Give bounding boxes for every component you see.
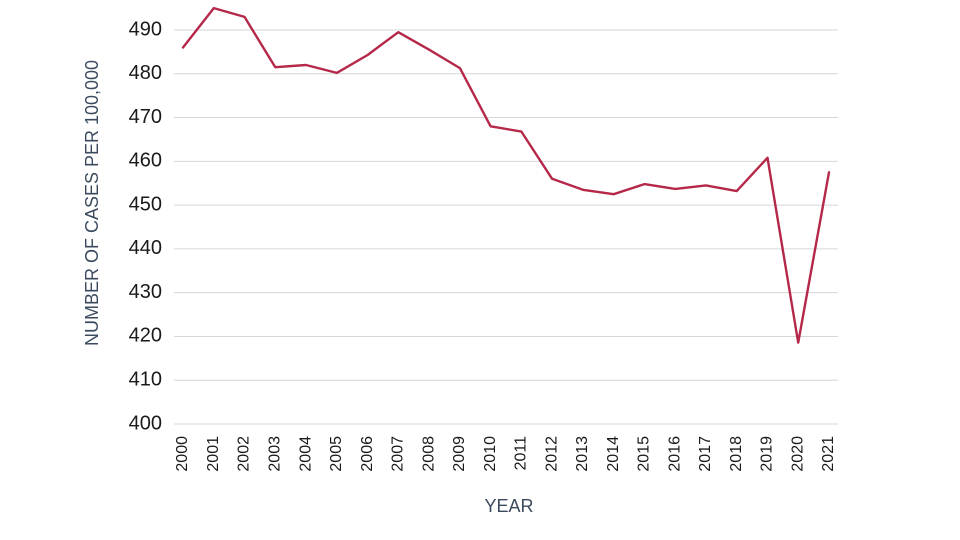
- series-layer: [181, 6, 831, 344]
- x-tick-label: 2000: [174, 436, 191, 472]
- data-point-2019: [765, 156, 769, 160]
- x-tick-label: 2014: [605, 436, 622, 472]
- data-point-2013: [581, 188, 585, 192]
- data-point-2021: [827, 170, 831, 174]
- y-tick-label: 480: [129, 62, 162, 84]
- y-tick-label: 410: [129, 369, 162, 391]
- x-tick-label: 2008: [420, 436, 437, 472]
- y-tick-label: 420: [129, 325, 162, 347]
- x-tick-label: 2006: [359, 436, 376, 472]
- data-point-2009: [458, 66, 462, 70]
- y-tick-label: 430: [129, 281, 162, 303]
- x-axis-ticks: 2000 2001 2002 2003 2004 2005 2006 2007 2008 2009…: [174, 436, 837, 472]
- x-tick-label: 2004: [297, 436, 314, 472]
- x-tick-label: 2013: [574, 436, 591, 472]
- data-point-2006: [366, 53, 370, 57]
- x-tick-label: 2001: [205, 436, 222, 472]
- x-tick-label: 2015: [636, 436, 653, 472]
- x-tick-label: 2018: [728, 436, 745, 472]
- x-tick-label: 2021: [820, 436, 837, 472]
- data-point-2015: [642, 182, 646, 186]
- data-point-2001: [212, 6, 216, 10]
- data-point-2016: [673, 187, 677, 191]
- data-point-2010: [489, 124, 493, 128]
- x-tick-label: 2002: [236, 436, 253, 472]
- x-tick-label: 2005: [328, 436, 345, 472]
- x-tick-label: 2009: [451, 436, 468, 472]
- data-point-2011: [519, 130, 523, 134]
- data-point-2020: [796, 341, 800, 345]
- data-point-2017: [704, 183, 708, 187]
- x-tick-label: 2011: [513, 436, 530, 471]
- data-point-2012: [550, 177, 554, 181]
- data-point-2008: [427, 48, 431, 52]
- x-tick-label: 2003: [267, 436, 284, 472]
- data-point-2007: [396, 30, 400, 34]
- y-axis-ticks: 400 410 420 430 440 450 460 470 480 490: [129, 18, 162, 434]
- data-point-2002: [243, 15, 247, 19]
- x-tick-label: 2010: [482, 436, 499, 472]
- y-tick-label: 490: [129, 18, 162, 40]
- data-point-2018: [735, 189, 739, 193]
- x-tick-label: 2019: [759, 436, 776, 472]
- y-tick-label: 440: [129, 237, 162, 259]
- data-point-2004: [304, 63, 308, 67]
- x-tick-label: 2012: [543, 436, 560, 472]
- y-tick-label: 450: [129, 193, 162, 215]
- y-axis-title: NUMBER OF CASES PER 100,000: [82, 60, 102, 346]
- y-tick-label: 460: [129, 150, 162, 172]
- y-tick-label: 470: [129, 106, 162, 128]
- x-tick-label: 2020: [789, 436, 806, 472]
- series-line-0: [181, 6, 831, 344]
- x-tick-label: 2016: [666, 436, 683, 472]
- data-point-2014: [612, 192, 616, 196]
- x-axis-title: YEAR: [484, 496, 533, 516]
- grid-lines: [174, 29, 838, 425]
- y-tick-label: 400: [129, 412, 162, 434]
- x-tick-label: 2007: [390, 436, 407, 472]
- data-point-2000: [181, 46, 185, 50]
- x-tick-label: 2017: [697, 436, 714, 472]
- data-point-2005: [335, 71, 339, 75]
- data-point-2003: [273, 65, 277, 69]
